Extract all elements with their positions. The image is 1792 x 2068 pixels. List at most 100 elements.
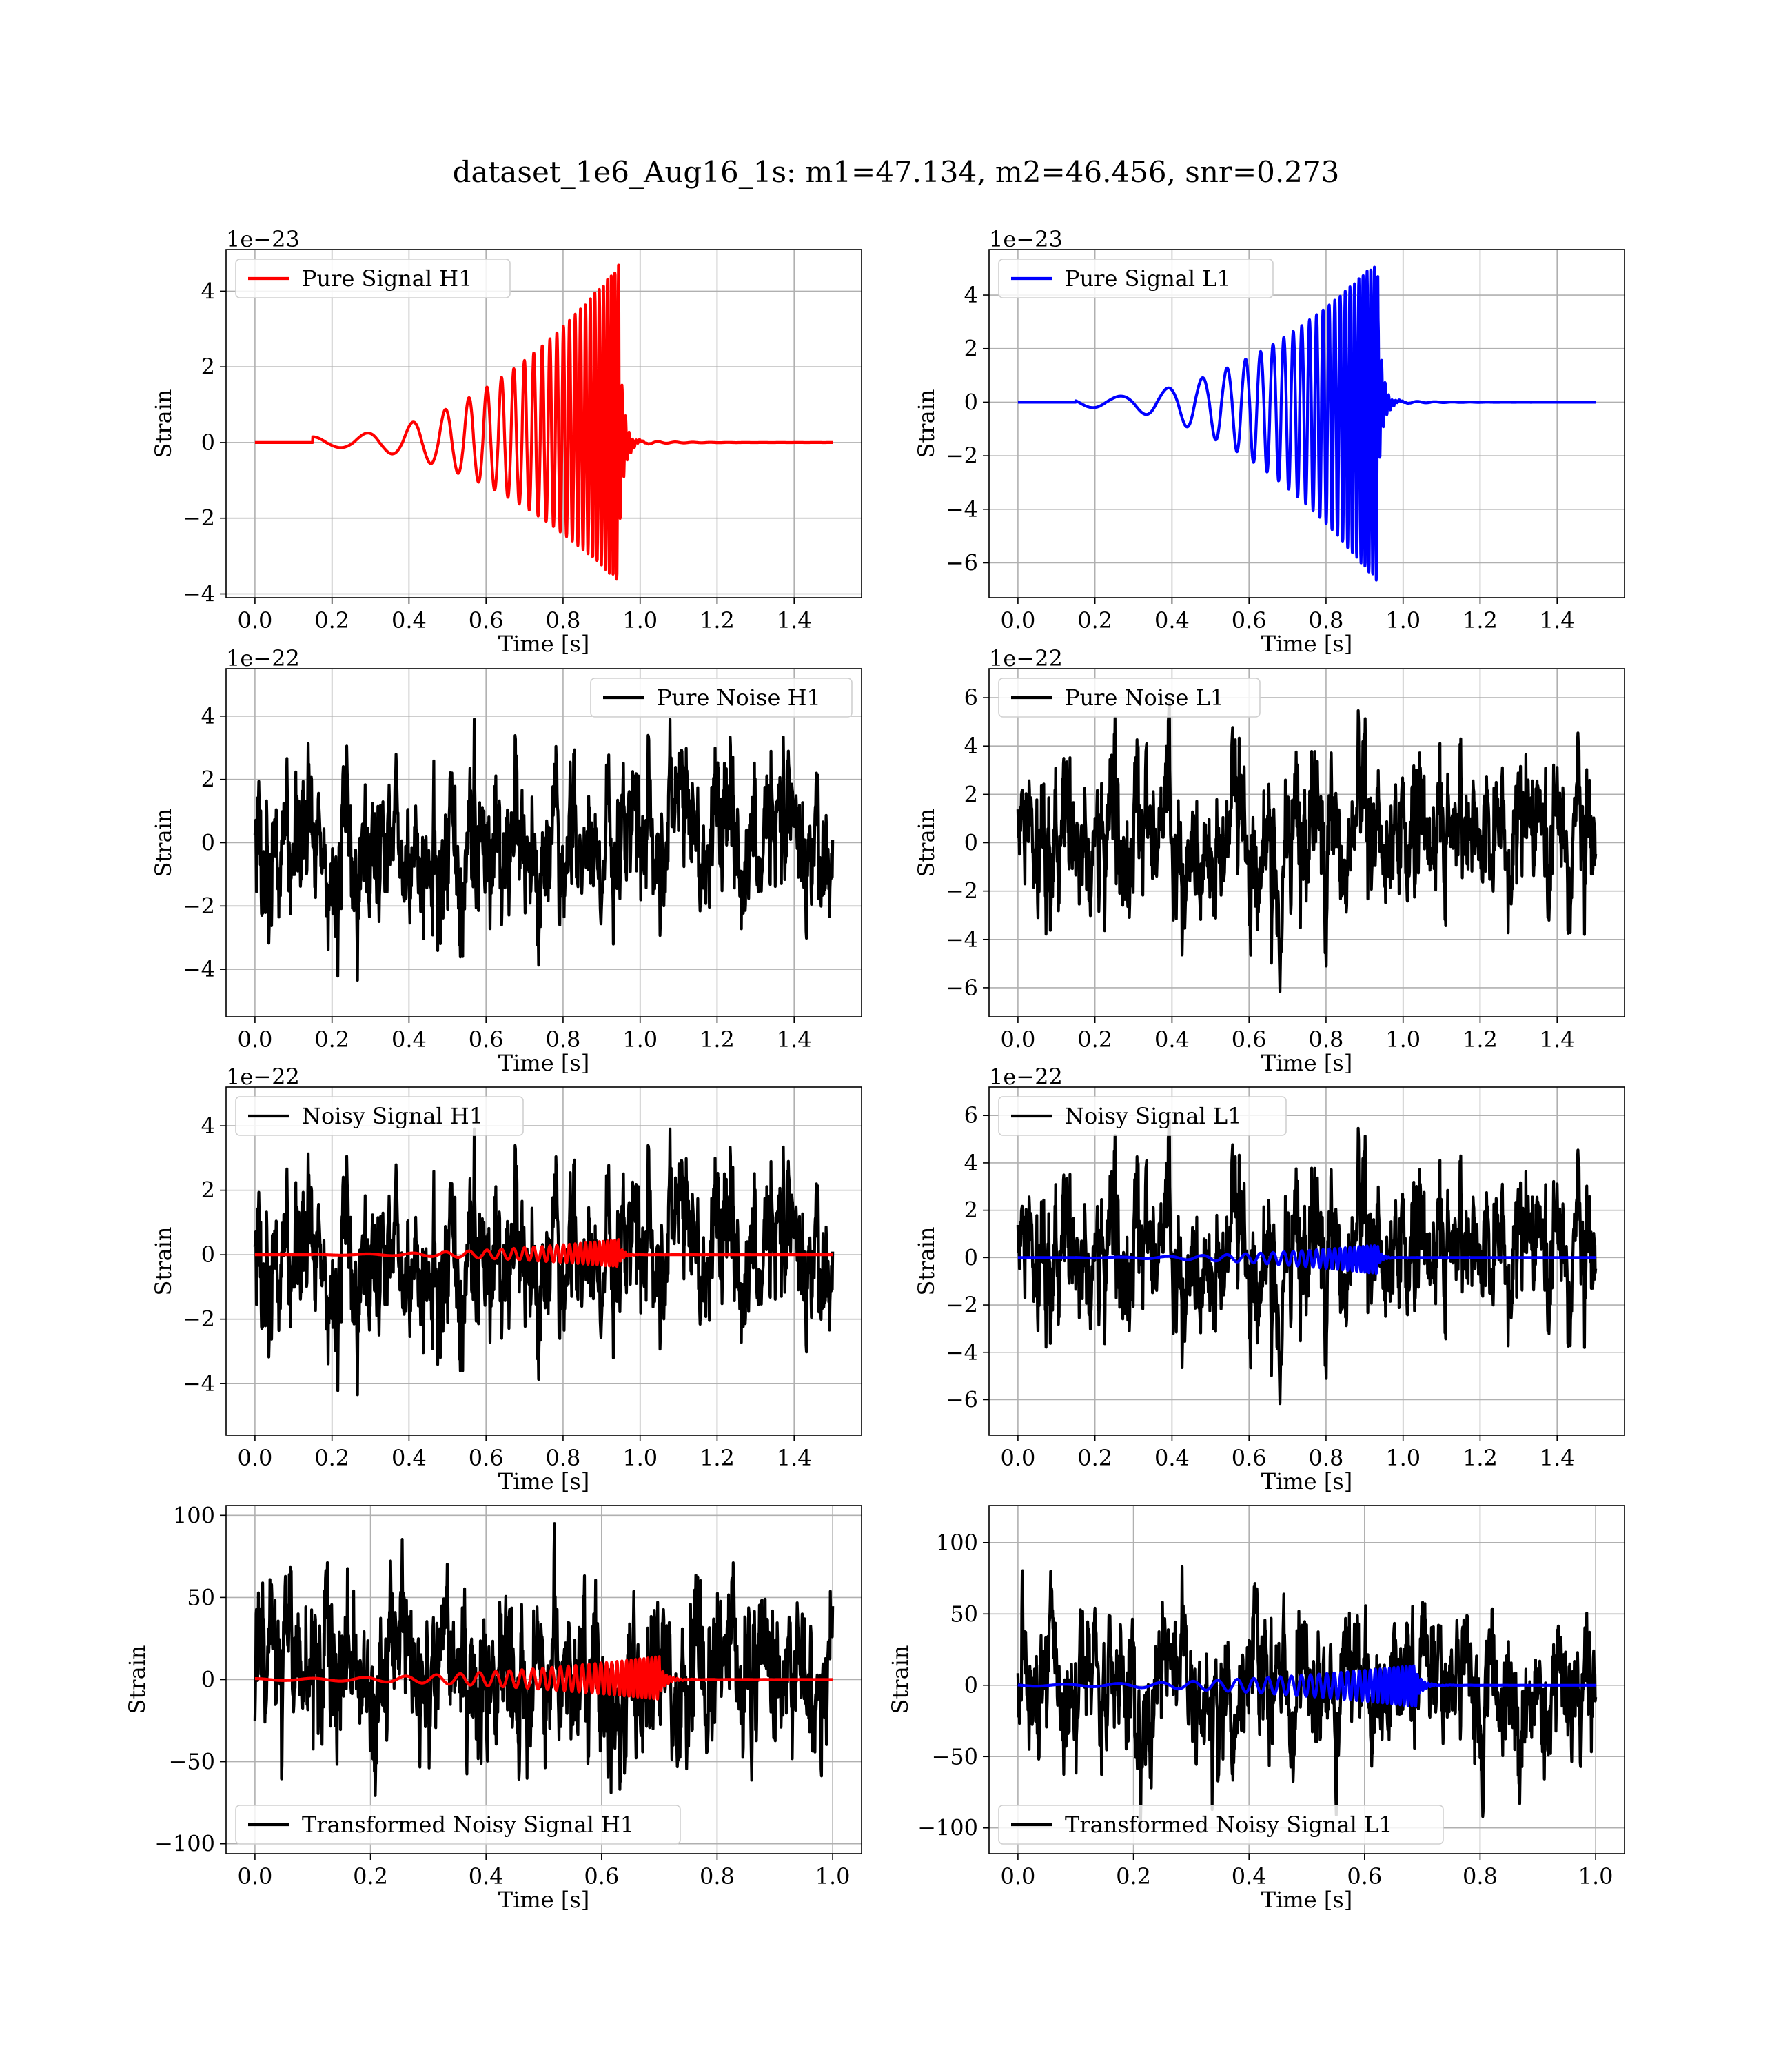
- legend: Pure Signal L1: [998, 258, 1274, 298]
- y-tick-label: 50: [187, 1584, 215, 1610]
- legend: Pure Noise H1: [590, 678, 853, 718]
- y-axis-label: Strain: [913, 809, 939, 878]
- series-group: [253, 1522, 835, 1797]
- series-line-1: [254, 263, 834, 581]
- series-line-2: [1017, 1664, 1597, 1708]
- x-tick-label: 1.0: [1385, 607, 1421, 633]
- x-tick-label: 0.8: [545, 607, 580, 633]
- y-tick-label: 2: [964, 781, 978, 807]
- series-group: [254, 263, 834, 581]
- legend-label: Pure Noise L1: [1065, 685, 1224, 711]
- x-tick-label: 0.2: [353, 1863, 388, 1889]
- y-axis-label: Strain: [150, 389, 176, 458]
- y-tick-label: −6: [946, 1386, 978, 1412]
- y-axis-label: Strain: [124, 1645, 150, 1714]
- chart-panel-pure-noise-h1: 0.0 0.2 0.4 0.6 0.8 1.0 1.2 1.4 −4 −2 0 2 4 Time [s] S…: [150, 645, 862, 1076]
- x-tick-label: 0.0: [237, 1863, 272, 1889]
- x-tick-label: 1.4: [777, 607, 812, 633]
- y-tick-label: 0: [964, 389, 978, 415]
- y-tick-label: 0: [964, 830, 978, 856]
- x-tick-label: 0.4: [1154, 1026, 1190, 1053]
- x-tick-label: 0.0: [1000, 1863, 1035, 1889]
- x-tick-label: 1.0: [622, 607, 658, 633]
- y-axis-label: Strain: [150, 809, 176, 878]
- series-group: [1016, 1565, 1598, 1828]
- y-tick-label: 4: [964, 282, 978, 308]
- x-tick-label: 0.4: [391, 607, 427, 633]
- x-tick-label: 0.8: [545, 1445, 580, 1471]
- legend-box: [235, 1096, 524, 1136]
- x-tick-label: 1.2: [700, 607, 735, 633]
- legend: Pure Signal H1: [235, 258, 511, 298]
- y-tick-label: 2: [964, 336, 978, 362]
- series-line-1: [1016, 701, 1598, 993]
- x-tick-label: 1.4: [1540, 607, 1575, 633]
- series-line-2: [254, 1655, 834, 1701]
- y-axis-label: Strain: [913, 1227, 939, 1296]
- x-tick-label: 0.6: [1232, 1445, 1267, 1471]
- x-tick-label: 0.6: [469, 1026, 504, 1053]
- x-axis-label: Time [s]: [498, 1468, 589, 1494]
- legend-label: Noisy Signal H1: [302, 1103, 483, 1129]
- x-tick-label: 0.8: [1308, 1026, 1343, 1053]
- legend-box: [235, 1805, 681, 1845]
- x-tick-label: 1.2: [700, 1445, 735, 1471]
- y-tick-label: 4: [964, 733, 978, 759]
- series-group: [1017, 265, 1597, 582]
- y-tick-label: −4: [183, 956, 215, 982]
- y-tick-label: 0: [201, 429, 215, 456]
- legend-box: [998, 258, 1274, 298]
- legend: Transformed Noisy Signal H1: [235, 1805, 681, 1845]
- y-tick-label: 2: [201, 354, 215, 380]
- x-tick-label: 1.4: [777, 1445, 812, 1471]
- y-tick-label: 2: [201, 767, 215, 793]
- x-tick-label: 0.8: [700, 1863, 735, 1889]
- x-tick-label: 0.2: [1077, 607, 1112, 633]
- x-axis-label: Time [s]: [1261, 1468, 1352, 1494]
- offset-label: 1e−22: [226, 1064, 300, 1090]
- y-tick-label: −4: [946, 496, 978, 523]
- legend-box: [998, 678, 1261, 718]
- y-axis-label: Strain: [913, 389, 939, 458]
- x-tick-label: 0.6: [1347, 1863, 1382, 1889]
- x-tick-label: 0.0: [1000, 1445, 1035, 1471]
- legend-label: Transformed Noisy Signal L1: [1065, 1812, 1393, 1838]
- legend: Transformed Noisy Signal L1: [998, 1805, 1444, 1845]
- offset-label: 1e−22: [989, 1064, 1063, 1090]
- x-axis-label: Time [s]: [498, 631, 589, 657]
- x-tick-label: 0.8: [545, 1026, 580, 1053]
- x-tick-label: 0.6: [1232, 607, 1267, 633]
- offset-label: 1e−23: [989, 226, 1063, 252]
- legend-label: Pure Signal L1: [1065, 265, 1231, 292]
- x-tick-label: 0.4: [1232, 1863, 1267, 1889]
- y-tick-label: −4: [946, 1339, 978, 1366]
- x-tick-label: 0.6: [584, 1863, 619, 1889]
- y-tick-label: 4: [201, 703, 215, 729]
- chart-panel-noisy-signal-l1: 0.0 0.2 0.4 0.6 0.8 1.0 1.2 1.4 −6 −4 −2 0 2 4 6 Time […: [913, 1064, 1625, 1494]
- offset-label: 1e−22: [989, 645, 1063, 671]
- x-tick-label: 1.0: [815, 1863, 851, 1889]
- series-line-1: [1017, 265, 1597, 582]
- x-tick-label: 0.2: [1116, 1863, 1151, 1889]
- y-tick-label: −100: [917, 1815, 978, 1841]
- x-axis-label: Time [s]: [1261, 1050, 1352, 1076]
- series-group: [253, 718, 835, 982]
- y-tick-label: 0: [964, 1244, 978, 1270]
- legend: Noisy Signal H1: [235, 1096, 524, 1136]
- series-line-1: [253, 1127, 835, 1397]
- x-tick-label: 0.6: [469, 1445, 504, 1471]
- chart-panel-transformed-noisy-signal-l1: 0.0 0.2 0.4 0.6 0.8 1.0 −100 −50 0 50 100 Time [s] S…: [887, 1505, 1625, 1913]
- series-line-2: [1017, 1244, 1597, 1275]
- y-tick-label: −2: [183, 893, 215, 919]
- y-tick-label: −50: [931, 1743, 978, 1770]
- y-tick-label: −2: [183, 1306, 215, 1332]
- x-axis-label: Time [s]: [1261, 631, 1352, 657]
- legend-box: [998, 1805, 1444, 1845]
- legend-box: [998, 1096, 1287, 1136]
- x-tick-label: 0.2: [314, 1445, 349, 1471]
- x-tick-label: 0.4: [469, 1863, 504, 1889]
- legend: Pure Noise L1: [998, 678, 1261, 718]
- x-tick-label: 1.4: [1540, 1026, 1575, 1053]
- legend-box: [235, 258, 511, 298]
- x-tick-label: 0.2: [314, 607, 349, 633]
